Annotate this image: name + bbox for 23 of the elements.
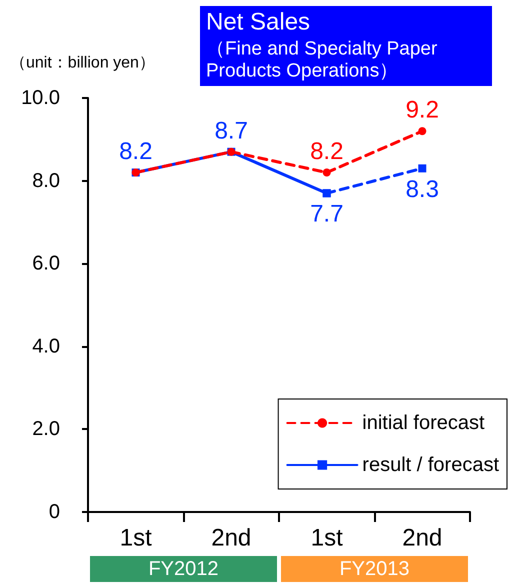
data-label: 8.2 (119, 138, 152, 166)
y-tick-label: 6.0 (32, 252, 60, 275)
y-tick-label: 10.0 (21, 87, 60, 109)
data-label: 7.7 (310, 200, 344, 228)
x-tick-label: 2nd (211, 524, 252, 552)
y-tick-label: 4.0 (32, 335, 60, 358)
data-label: 9.2 (406, 96, 439, 124)
text: FY2012 (148, 558, 219, 580)
chart-title: Net Sales (206, 8, 310, 36)
legend-label: initial forecast (362, 412, 485, 434)
data-label: 8.3 (406, 176, 439, 203)
x-tick-label: 1st (310, 524, 344, 552)
y-axis-title: （unit：billion yen） (10, 54, 155, 72)
y-tick-label: 8.0 (32, 170, 60, 192)
x-tick-label: 2nd (402, 524, 442, 552)
chart-subtitle: （Fine and Specialty Paper Products Operations） (206, 38, 443, 82)
y-tick-label: 0 (48, 501, 60, 523)
data-label: 8.2 (310, 138, 344, 166)
data-label: 8.7 (214, 117, 248, 144)
x-tick-label: 1st (120, 524, 152, 552)
text: FY2013 (339, 558, 410, 580)
legend-label: result / forecast (362, 454, 500, 476)
y-tick-label: 2.0 (32, 418, 60, 440)
